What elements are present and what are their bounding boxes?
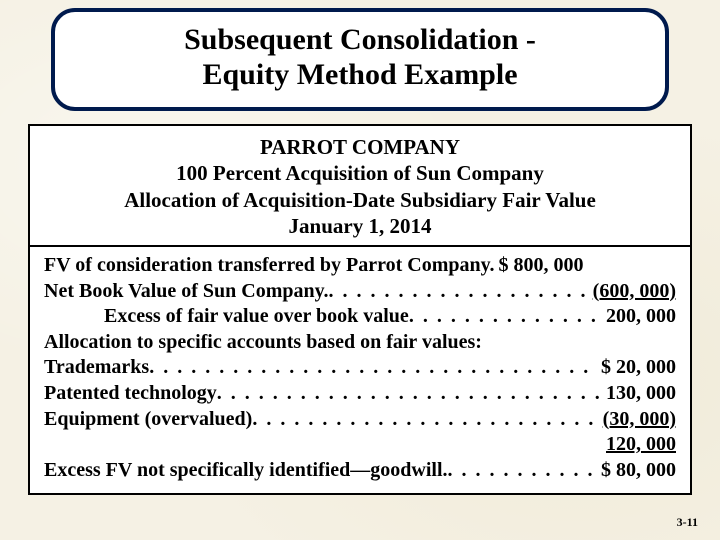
leader-dots [409, 304, 602, 330]
row-label: Trademarks [44, 355, 149, 381]
row-label: Excess FV not specifically identified—go… [44, 458, 448, 484]
leader-dots [252, 407, 598, 433]
page-number: 3-11 [677, 515, 698, 530]
leader-dots [217, 381, 602, 407]
leader-dots [149, 355, 597, 381]
table-row: Trademarks $ 20, 000 [44, 355, 676, 381]
header-line-2: 100 Percent Acquisition of Sun Company [44, 160, 676, 186]
header-date: January 1, 2014 [44, 213, 676, 239]
table-row: Equipment (overvalued) (30, 000) [44, 407, 676, 433]
leader-dots [329, 279, 589, 305]
row-label: Net Book Value of Sun Company. [44, 279, 329, 305]
table-header: PARROT COMPANY 100 Percent Acquisition o… [44, 134, 676, 239]
slide-title-box: Subsequent Consolidation - Equity Method… [51, 8, 669, 111]
header-line-3: Allocation of Acquisition-Date Subsidiar… [44, 187, 676, 213]
content-box: PARROT COMPANY 100 Percent Acquisition o… [28, 124, 692, 495]
allocation-table: FV of consideration transferred by Parro… [44, 253, 676, 483]
row-value: $ 800, 000 [495, 253, 584, 279]
section-divider [30, 245, 690, 247]
row-label: FV of consideration transferred by Parro… [44, 253, 495, 279]
row-value: (30, 000) [599, 407, 676, 433]
row-value: $ 20, 000 [597, 355, 676, 381]
row-value: 120, 000 [602, 432, 676, 458]
table-row: FV of consideration transferred by Parro… [44, 253, 676, 279]
row-value: (600, 000) [589, 279, 676, 305]
title-line-2: Equity Method Example [202, 58, 517, 91]
row-value: 130, 000 [602, 381, 676, 407]
table-row: Excess of fair value over book value 200… [44, 304, 676, 330]
table-row: Excess FV not specifically identified—go… [44, 458, 676, 484]
table-row: Patented technology 130, 000 [44, 381, 676, 407]
row-label: Equipment (overvalued) [44, 407, 252, 433]
table-row: Net Book Value of Sun Company. (600, 000… [44, 279, 676, 305]
row-label: Patented technology [44, 381, 217, 407]
row-label: Allocation to specific accounts based on… [44, 330, 482, 356]
title-line-1: Subsequent Consolidation - [184, 23, 536, 56]
slide-title: Subsequent Consolidation - Equity Method… [75, 22, 645, 93]
row-value: 200, 000 [602, 304, 676, 330]
row-value: $ 80, 000 [597, 458, 676, 484]
table-row: 120, 000 [44, 432, 676, 458]
leader-dots [448, 458, 597, 484]
company-name: PARROT COMPANY [44, 134, 676, 160]
row-label: Excess of fair value over book value [44, 304, 409, 330]
table-row: Allocation to specific accounts based on… [44, 330, 676, 356]
